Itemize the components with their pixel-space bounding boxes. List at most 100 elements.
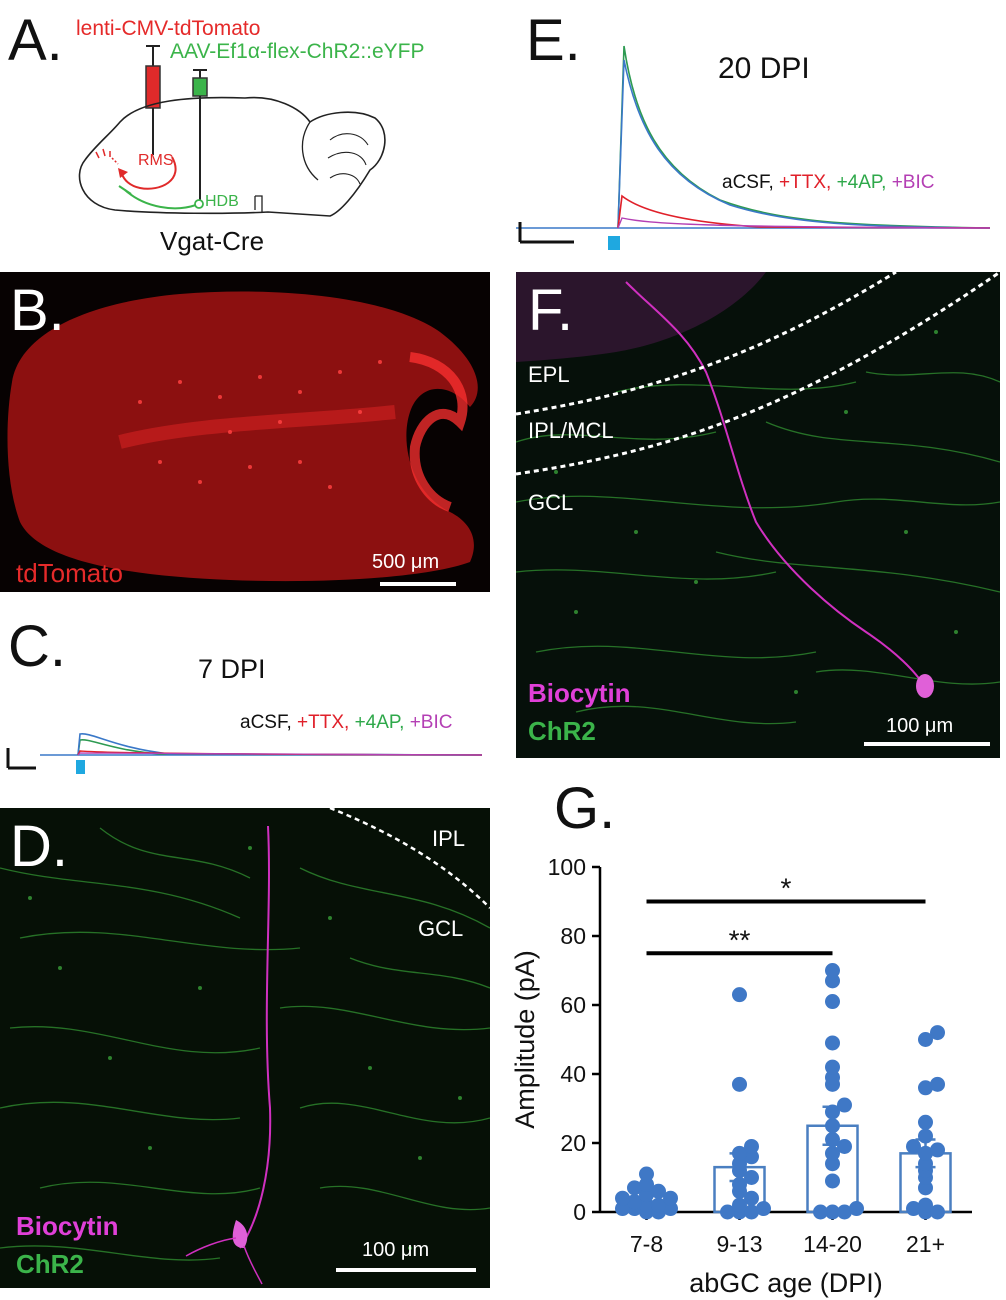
panel-f-scale-bar	[864, 742, 990, 746]
data-point	[930, 1204, 945, 1220]
data-point	[837, 1138, 852, 1154]
panel-a-letter: A.	[8, 8, 63, 73]
y-tick-label: 80	[560, 923, 586, 949]
x-axis-title: abGC age (DPI)	[689, 1268, 883, 1298]
x-tick-label: 9-13	[716, 1231, 762, 1257]
panel-b-letter: B.	[10, 278, 65, 343]
significance-label: **	[729, 924, 751, 955]
vector1-label: lenti-CMV-tdTomato	[76, 17, 261, 40]
data-point	[732, 987, 747, 1003]
panel-f-image: EPL IPL/MCL GCL Biocytin ChR2 100 μm	[516, 272, 1000, 758]
legend-bic: +BIC	[891, 172, 935, 193]
data-point	[615, 1190, 630, 1206]
data-point	[639, 1187, 654, 1203]
x-tick-label: 7-8	[630, 1231, 663, 1257]
data-point	[825, 1132, 840, 1148]
panel-e-title: 20 DPI	[718, 52, 810, 85]
data-point	[849, 1201, 864, 1217]
panel-e-traces	[516, 45, 991, 250]
data-point	[732, 1176, 747, 1192]
data-point	[744, 1190, 759, 1206]
data-point	[918, 1156, 933, 1172]
panel-f-gcl-label: GCL	[528, 490, 574, 515]
panel-c-legend: aCSF, +TTX, +4AP, +BIC	[240, 712, 452, 734]
panel-c-title: 7 DPI	[198, 654, 266, 684]
panel-f-chr2-label: ChR2	[528, 716, 596, 746]
x-tick-label: 14-20	[803, 1231, 862, 1257]
data-point	[720, 1204, 735, 1220]
data-point	[918, 1032, 933, 1047]
panel-f-epl-label: EPL	[528, 362, 570, 387]
panel-d-ipl-label: IPL	[432, 826, 466, 851]
panel-d-fibers	[0, 808, 490, 1285]
data-point	[918, 1128, 933, 1144]
amplitude-chart: 0 20 40 60 80 100 Amplitude (pA) abGC age (DPI)…	[510, 854, 972, 1298]
panel-f-fibers	[516, 272, 1000, 725]
y-tick-label: 0	[573, 1199, 586, 1225]
data-point	[825, 1104, 840, 1120]
data-point	[813, 1204, 828, 1220]
data-point	[744, 1204, 759, 1220]
vector2-label: AAV-Ef1α-flex-ChR2::eYFP	[170, 40, 425, 63]
data-point	[663, 1190, 678, 1206]
data-point	[930, 1025, 945, 1041]
data-point	[744, 1149, 759, 1165]
olfactory-bulb-section	[7, 291, 478, 582]
data-point	[918, 1114, 933, 1130]
data-point	[639, 1166, 654, 1182]
legend-ttx: +TTX,	[297, 712, 350, 733]
data-point	[627, 1180, 642, 1196]
data-point	[744, 1170, 759, 1185]
data-point	[825, 994, 840, 1010]
data-point	[615, 1201, 630, 1217]
panel-e-letter: E.	[526, 8, 581, 73]
panel-f-iplmcl-label: IPL/MCL	[528, 418, 614, 443]
data-point	[825, 1145, 840, 1161]
tdtomato-label: tdTomato	[16, 558, 123, 588]
panel-d-gcl-label: GCL	[418, 916, 464, 941]
legend-acsf: aCSF,	[722, 172, 774, 193]
panel-e-legend: aCSF, +TTX, +4AP, +BIC	[722, 172, 934, 194]
legend-4ap: +4AP,	[354, 712, 405, 733]
data-point	[639, 1197, 654, 1213]
panel-d-biocytin-label: Biocytin	[16, 1211, 119, 1241]
data-point	[918, 1145, 933, 1161]
brain-schematic	[78, 45, 386, 217]
panel-b-scale-label: 500 μm	[372, 551, 440, 573]
rms-label: RMS	[138, 152, 174, 169]
data-point	[825, 973, 840, 989]
data-point	[837, 1204, 852, 1220]
panel-d-scale-bar	[336, 1268, 476, 1272]
y-tick-label: 100	[548, 854, 586, 880]
hdb-label: HDB	[205, 193, 239, 210]
data-point	[651, 1197, 666, 1213]
x-tick-label: 21+	[906, 1231, 945, 1257]
y-tick-label: 20	[560, 1130, 586, 1156]
data-point	[663, 1201, 678, 1217]
data-point	[930, 1142, 945, 1158]
y-axis-title: Amplitude (pA)	[510, 950, 540, 1129]
data-point	[744, 1138, 759, 1154]
legend-bic: +BIC	[409, 712, 453, 733]
panel-c-traces	[6, 733, 483, 774]
data-point	[651, 1183, 666, 1199]
data-point	[906, 1201, 921, 1217]
data-point	[639, 1176, 654, 1192]
y-tick-label: 40	[560, 1061, 586, 1087]
legend-ttx: +TTX,	[779, 172, 832, 193]
data-point	[825, 1156, 840, 1172]
data-point	[918, 1180, 933, 1196]
y-tick-label: 60	[560, 992, 586, 1018]
data-point	[732, 1156, 747, 1172]
data-point	[930, 1076, 945, 1092]
data-point	[756, 1201, 771, 1217]
legend-4ap: +4AP,	[836, 172, 887, 193]
data-point	[825, 1035, 840, 1051]
data-point	[825, 1204, 840, 1220]
panel-d-letter: D.	[10, 814, 68, 879]
panel-g-letter: G.	[554, 776, 616, 841]
panel-f-letter: F.	[528, 278, 574, 343]
panel-f-scale-label: 100 μm	[886, 715, 954, 737]
panel-b-scale-bar	[380, 582, 456, 586]
data-point	[732, 1145, 747, 1161]
